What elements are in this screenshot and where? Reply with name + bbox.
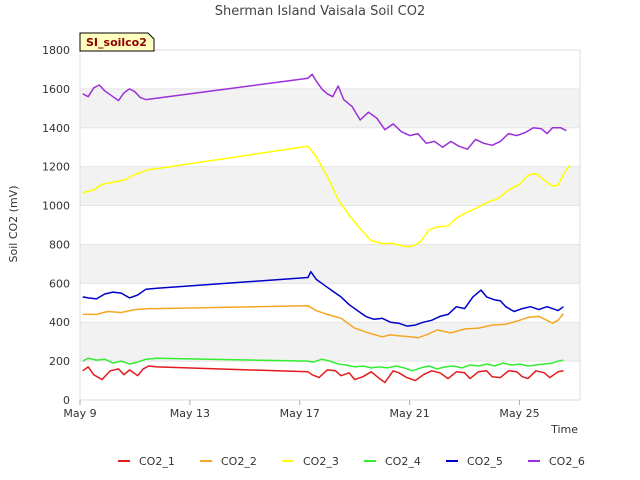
x-tick-label: May 25 (499, 407, 539, 420)
legend: CO2_1 CO2_2 CO2_3 CO2_4 CO2_5 CO2_6 (118, 455, 585, 468)
x-axis-title: Time (550, 423, 578, 436)
legend-label-co2-1: CO2_1 (139, 455, 175, 468)
series-line-co2-6 (82, 73, 567, 150)
grid-band (80, 322, 580, 362)
y-tick-label: 400 (49, 316, 70, 329)
axis-ticks: 0 200 400 600 800 1000 1200 1400 1600 1800 May 9 Ma… (42, 44, 540, 420)
y-tick-label: 600 (49, 277, 70, 290)
legend-label-co2-6: CO2_6 (549, 455, 585, 468)
y-tick-label: 1800 (42, 44, 70, 57)
y-tick-label: 1200 (42, 161, 70, 174)
series-line-co2-3 (82, 145, 570, 248)
series-line-co2-5 (82, 270, 564, 327)
series-line-co2-2 (82, 304, 565, 339)
x-tick-label: May 17 (280, 407, 320, 420)
y-tick-label: 800 (49, 238, 70, 251)
series-line-co2-1 (82, 365, 564, 384)
y-tick-label: 0 (63, 394, 70, 407)
site-tag: SI_soilco2 (79, 32, 155, 52)
y-tick-label: 200 (49, 355, 70, 368)
y-tick-label: 1600 (42, 83, 70, 96)
series-line-co2-4 (82, 357, 564, 372)
chart-title: Sherman Island Vaisala Soil CO2 (215, 4, 425, 19)
x-tick-label: May 9 (63, 407, 96, 420)
x-tick-label: May 13 (170, 407, 210, 420)
y-tick-label: 1000 (42, 200, 70, 213)
plot-area (79, 49, 581, 401)
x-tick-label: May 21 (390, 407, 430, 420)
grid-band (80, 50, 580, 89)
legend-label-co2-4: CO2_4 (385, 455, 421, 468)
grid-band (80, 244, 580, 284)
grid-band (80, 166, 580, 206)
y-axis-title: Soil CO2 (mV) (7, 186, 20, 263)
site-tag-box (79, 32, 155, 52)
series-lines (82, 73, 570, 384)
legend-label-co2-5: CO2_5 (467, 455, 503, 468)
grid-band (80, 205, 580, 245)
grid-bands (80, 49, 580, 401)
site-tag-label: SI_soilco2 (86, 36, 147, 49)
grid-band (80, 127, 580, 167)
legend-label-co2-2: CO2_2 (221, 455, 257, 468)
y-tick-label: 1400 (42, 122, 70, 135)
legend-label-co2-3: CO2_3 (303, 455, 339, 468)
